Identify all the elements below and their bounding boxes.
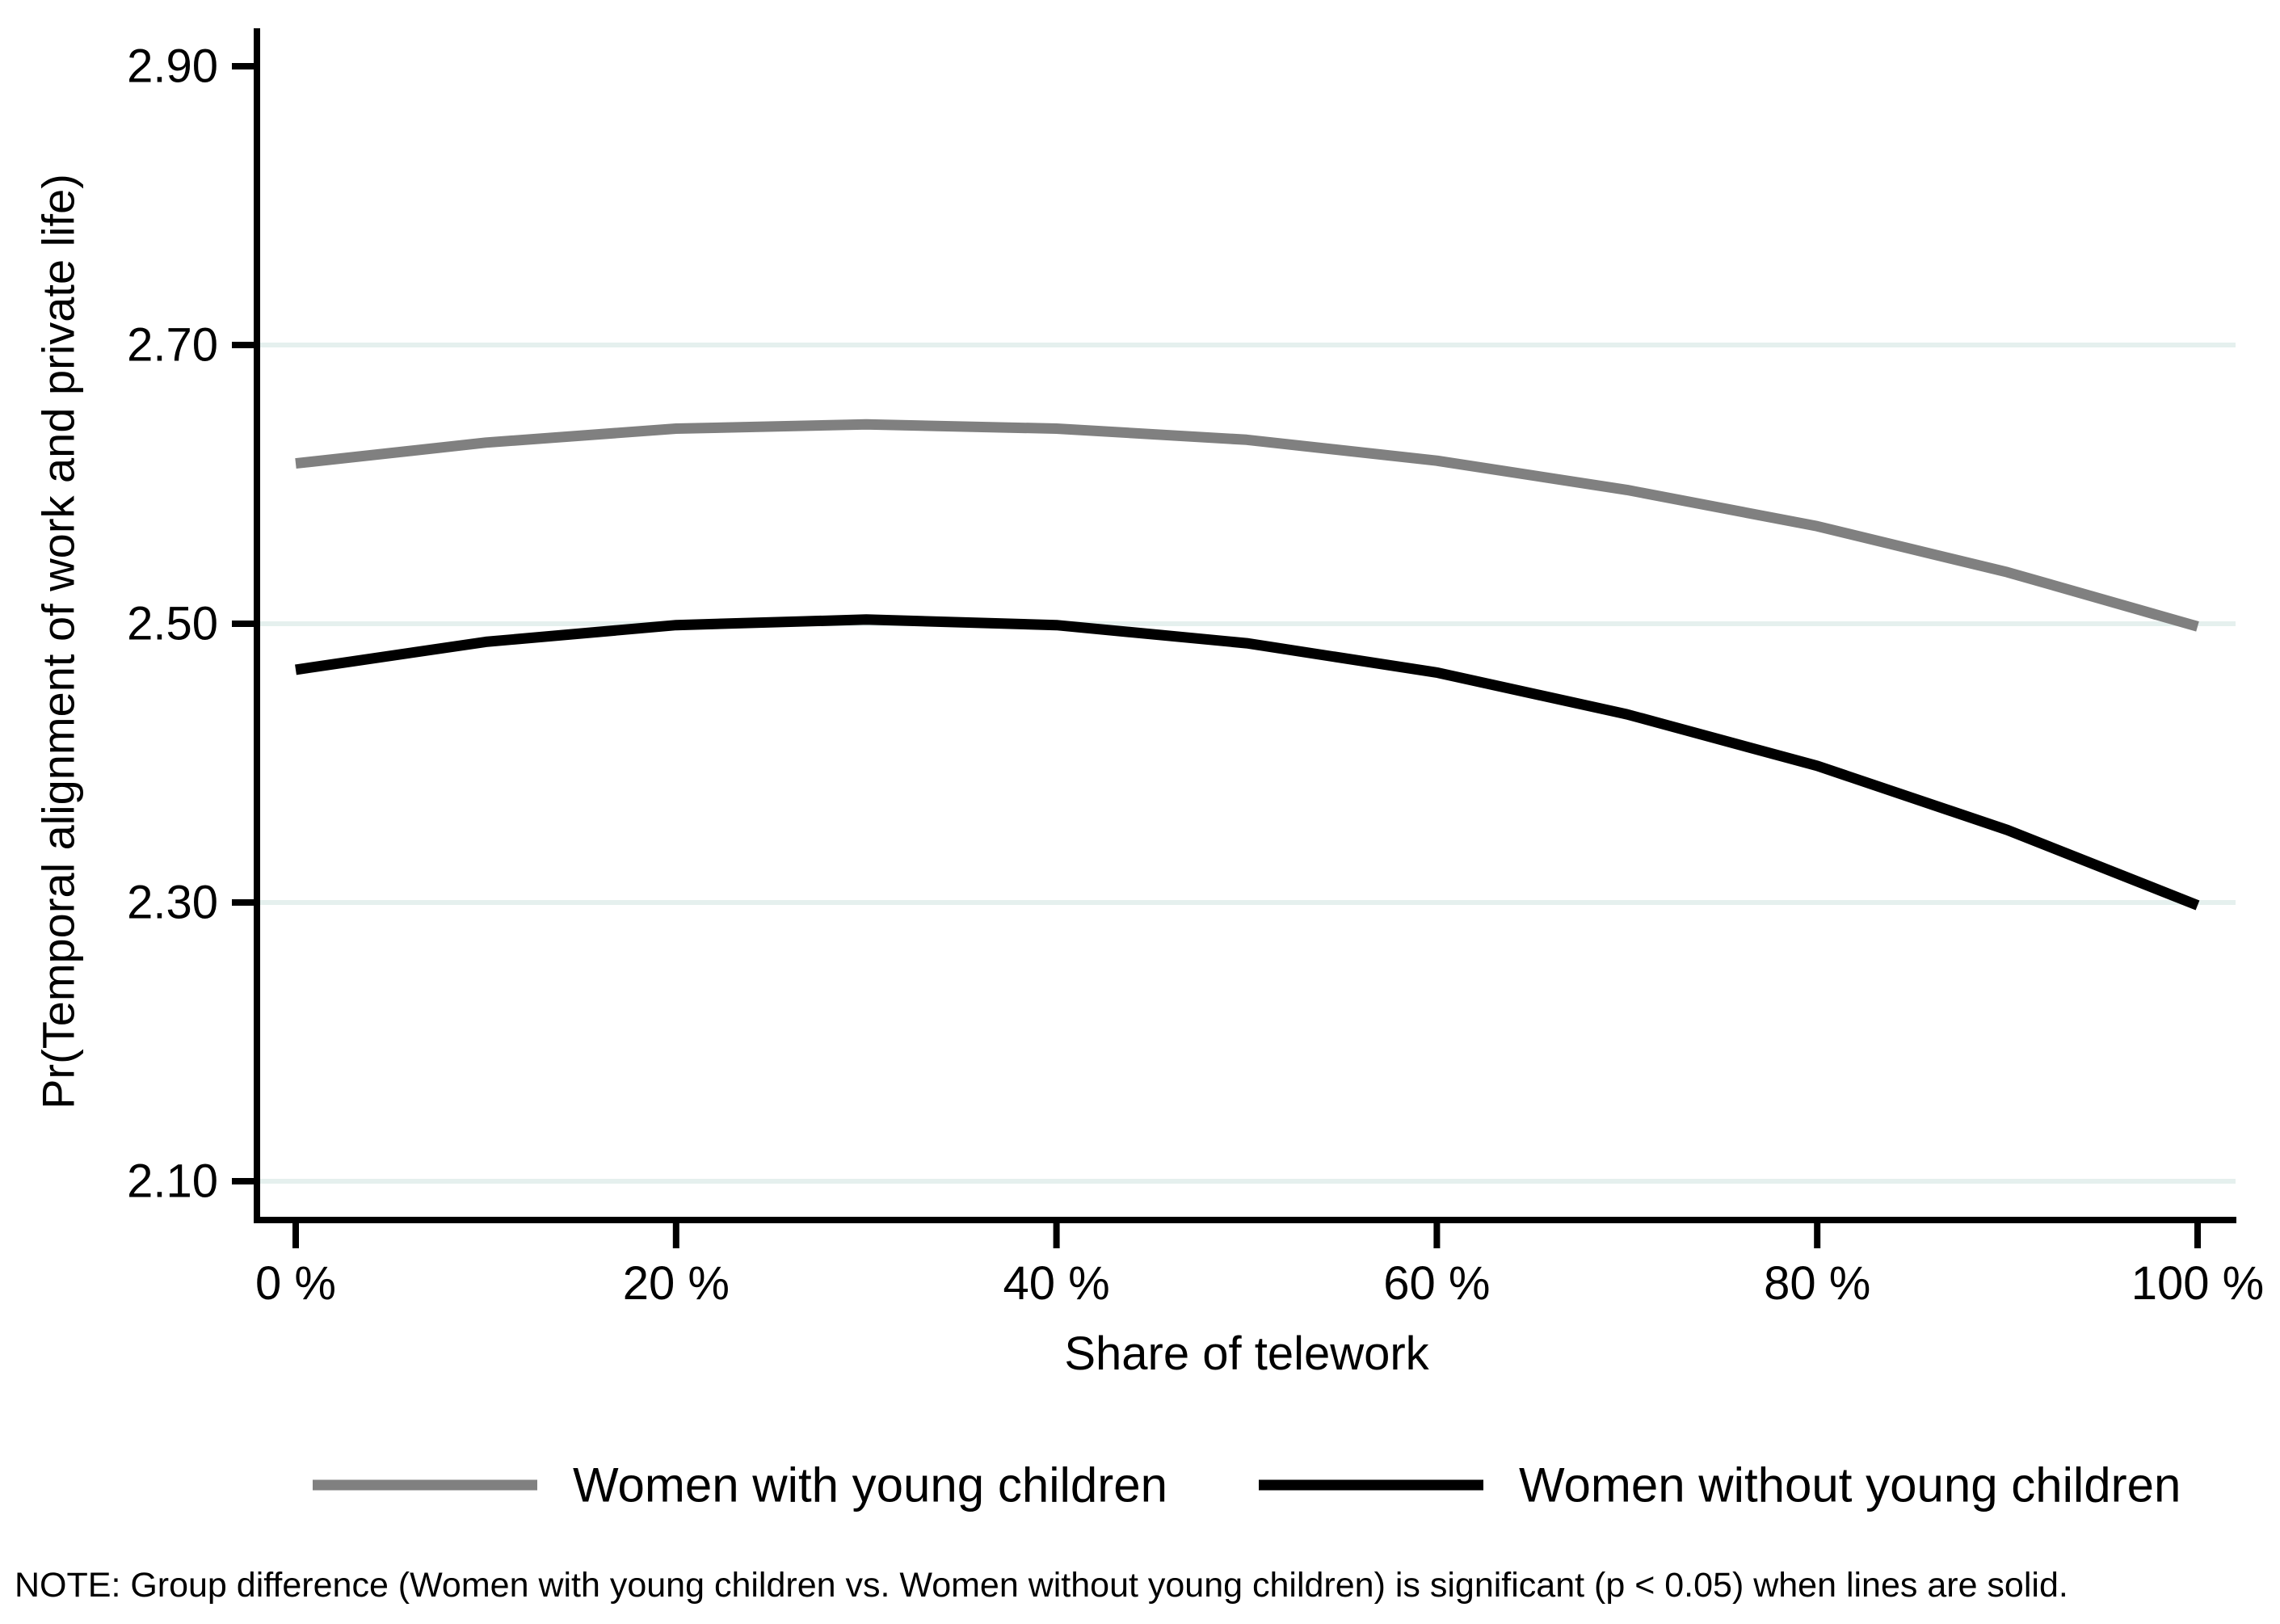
y-axis-title: Pr(Temporal alignment of work and privat…: [32, 174, 84, 1109]
series-line-women-without-young-children: [295, 614, 2200, 911]
y-tick-label: 2.30: [127, 877, 218, 929]
y-tick-label: 2.10: [127, 1155, 218, 1208]
x-tick-label: 100 %: [2131, 1257, 2264, 1310]
legend-swatch-gray-line: [313, 1479, 537, 1491]
y-tick-label: 2.90: [127, 40, 218, 93]
legend-label: Women with young children: [573, 1458, 1167, 1513]
y-tick-label: 2.50: [127, 598, 218, 650]
legend-label: Women without young children: [1519, 1458, 2181, 1513]
series-line-women-with-young-children: [295, 419, 2199, 632]
x-tick-label: 20 %: [623, 1257, 730, 1310]
x-tick-label: 40 %: [1003, 1257, 1109, 1310]
y-tick-label: 2.70: [127, 319, 218, 372]
x-tick-label: 0 %: [255, 1257, 336, 1310]
x-tick-label: 80 %: [1764, 1257, 1870, 1310]
x-tick-label: 60 %: [1383, 1257, 1490, 1310]
note-text: NOTE: Group difference (Women with young…: [15, 1566, 2068, 1605]
legend-item-women-with-young-children: Women with young children: [313, 1458, 1167, 1513]
x-axis-title: Share of telework: [1064, 1327, 1429, 1380]
legend-swatch-black-line: [1259, 1479, 1483, 1491]
legend-item-women-without-young-children: Women without young children: [1259, 1458, 2181, 1513]
